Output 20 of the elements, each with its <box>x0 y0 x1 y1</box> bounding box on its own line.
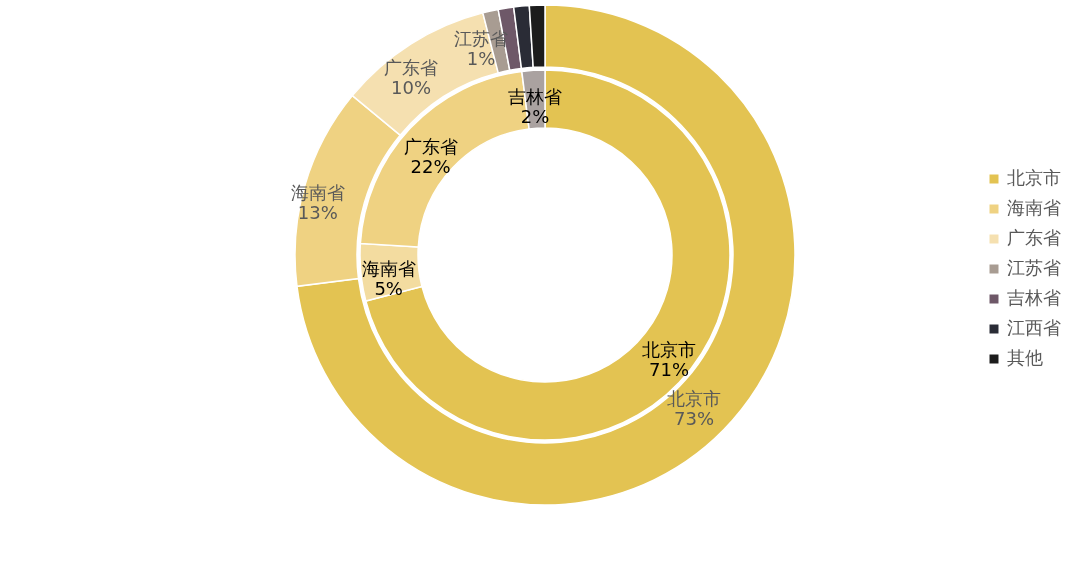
slice-label: 北京市 <box>642 339 697 361</box>
legend-label: 江苏省 <box>1007 257 1061 278</box>
slice-label: 广东省 <box>384 57 439 79</box>
legend-label: 江西省 <box>1007 317 1061 338</box>
slice-label: 广东省 <box>403 135 458 157</box>
data-label: 5% <box>374 277 403 299</box>
slice-label: 海南省 <box>361 257 416 279</box>
legend-label: 广东省 <box>1007 227 1061 248</box>
legend-label: 吉林省 <box>1007 287 1061 308</box>
slice-label: 北京市 <box>667 388 722 410</box>
data-label: 22% <box>410 155 451 177</box>
data-label: 10% <box>391 77 432 99</box>
legend-label: 其他 <box>1007 347 1043 368</box>
data-label: 2% <box>520 106 550 128</box>
legend-label: 北京市 <box>1007 167 1061 188</box>
legend-label: 海南省 <box>1007 197 1061 218</box>
data-label: 1% <box>466 48 496 70</box>
data-label: 13% <box>297 201 338 223</box>
data-label: 71% <box>649 359 690 381</box>
data-label: 73% <box>674 408 715 430</box>
